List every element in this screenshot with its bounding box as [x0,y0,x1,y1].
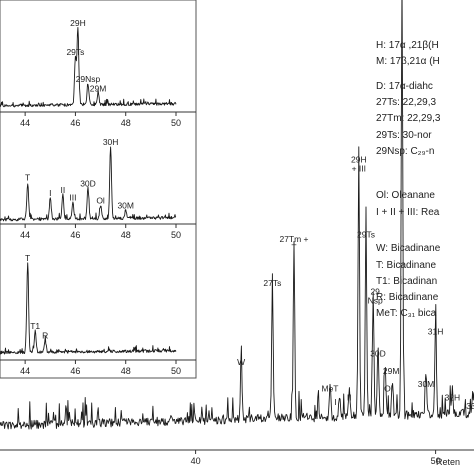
legend-entry: 27Ts: 22,29,3 [376,97,436,108]
inset-3-peak-label: T [25,253,30,263]
main-peak-label: 33H [466,401,474,411]
inset-3-peak-label: R [42,331,48,341]
main-peak-label: I [334,397,336,407]
legend-entry: D: 17α-diahc [376,81,433,92]
inset-2-x-tick-label: 48 [121,230,131,240]
inset-3-x-tick-label: 46 [70,366,80,376]
legend-entry: H: 17α ,21β(H [376,40,439,51]
inset-2-peak-label: 30H [103,137,119,147]
inset-2-series-line [0,146,177,222]
main-peak-label: 27Ts [263,278,281,288]
legend-entry: MeT: C₃₁ bica [376,308,437,319]
legend: H: 17α ,21β(H M: 17β,21α (H D: 17α-diahc 27… [376,40,441,319]
legend-entry: M: 17β,21α (H [376,56,440,67]
main-peak-label: Ol [384,384,393,394]
legend-entry: T: Bicadinane [376,260,436,271]
inset-1-x-tick-label: 44 [20,118,30,128]
inset-2-peak-label: Ol [96,196,105,206]
main-x-tick-label: 50 [431,456,441,466]
main-peak-label: 30D [370,348,386,358]
inset-1-series-line [0,26,177,108]
main-peak-label: 27Tm + T [279,234,308,253]
legend-entry: R: Bicadinane [376,292,439,303]
inset-2-peak-label: III [69,193,76,203]
main-peak-label: 29Ts [357,230,375,240]
inset-3-x-tick-label: 50 [171,366,181,376]
legend-entry: 29Ts: 30-nor [376,130,432,141]
main-peak-label: W [237,357,245,367]
legend-entry: 29Nsp: C₂₉-n [376,146,434,157]
inset-1-x-tick-label: 46 [70,118,80,128]
inset-2-peak-label: 30M [117,200,134,210]
inset-2-x-tick-label: 46 [70,230,80,240]
main-peak-label: 29 Nsp [368,287,383,306]
inset-2-x-tick-label: 50 [171,230,181,240]
inset-1-peak-label: 29Ts [66,47,84,57]
main-peak-label: 29H + III [351,155,367,174]
main-peak-label: 31H [428,326,444,336]
legend-entry: 27Tm: 22,29,3 [376,113,441,124]
inset-3-peak-label: T1 [30,321,40,331]
main-peak-label: MeT [322,384,339,394]
legend-entry: W: Bicadinane [376,243,441,254]
inset-1-x-tick-label: 48 [121,118,131,128]
inset-frame [0,0,197,379]
main-peak-label: 29M [383,366,400,376]
inset-2-peak-label: T [25,173,30,183]
legend-entry: I + II + III: Rea [376,207,440,218]
inset-2-peak-label: I [49,188,51,198]
inset-2-peak-label: II [60,185,65,195]
legend-entry: T1: Bicadinan [376,276,437,287]
main-peak-label: 32H [445,392,461,402]
main-peak-label: 30M [418,379,435,389]
inset-1-peak-label: 29M [90,84,107,94]
inset-3-x-tick-label: 44 [20,366,30,376]
inset-1-peak-label: 29H [70,18,86,28]
inset-2-peak-label: 30D [80,178,96,188]
inset-3-x-tick-label: 48 [121,366,131,376]
legend-entry: Ol: Oleanane [376,190,435,201]
main-x-axis-label: Reten [436,457,460,467]
inset-1-peak-label: 29Nsp [76,74,101,84]
main-peak-label: II [347,392,352,402]
inset-2-x-tick-label: 44 [20,230,30,240]
inset-panel-3: 44 46 48 50 T T1R [0,253,196,376]
main-series-line [0,0,474,430]
inset-3-series-line [0,262,177,355]
inset-1-x-tick-label: 50 [171,118,181,128]
main-x-tick-label: 40 [191,456,201,466]
